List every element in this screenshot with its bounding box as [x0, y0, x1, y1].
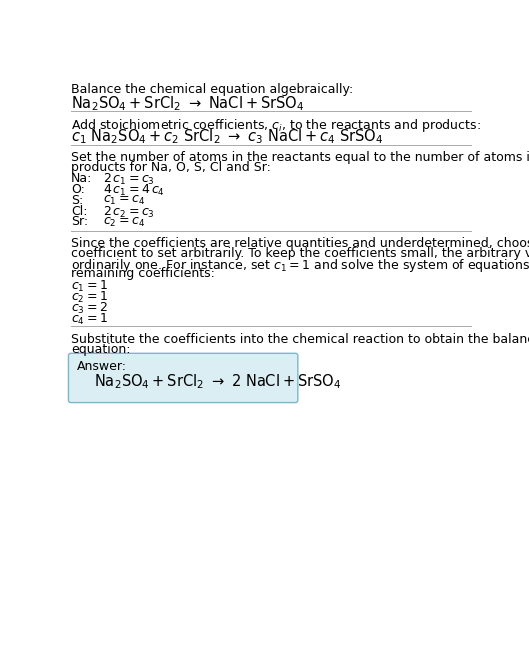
Text: $c_1 = c_4$: $c_1 = c_4$	[103, 194, 145, 207]
Text: $\mathregular{Na_2SO_4 + SrCl_2 \ {\rightarrow} \ 2\ NaCl + SrSO_4}$: $\mathregular{Na_2SO_4 + SrCl_2 \ {\righ…	[94, 373, 341, 391]
Text: $4\,c_1 = 4\,c_4$: $4\,c_1 = 4\,c_4$	[103, 183, 165, 198]
Text: O:: O:	[71, 183, 85, 196]
Text: $c_4 = 1$: $c_4 = 1$	[71, 312, 108, 327]
Text: $\mathregular{Na_2SO_4 + SrCl_2 \ {\rightarrow} \ NaCl + SrSO_4}$: $\mathregular{Na_2SO_4 + SrCl_2 \ {\righ…	[71, 94, 304, 113]
Text: Sr:: Sr:	[71, 215, 88, 228]
Text: equation:: equation:	[71, 342, 130, 355]
Text: Answer:: Answer:	[77, 360, 127, 373]
Text: ordinarily one. For instance, set $c_1 = 1$ and solve the system of equations fo: ordinarily one. For instance, set $c_1 =…	[71, 257, 529, 274]
Text: $c_2 = c_4$: $c_2 = c_4$	[103, 215, 145, 228]
Text: $c_2 = 1$: $c_2 = 1$	[71, 290, 108, 305]
Text: $c_3 = 2$: $c_3 = 2$	[71, 301, 107, 316]
Text: Substitute the coefficients into the chemical reaction to obtain the balanced: Substitute the coefficients into the che…	[71, 333, 529, 345]
FancyBboxPatch shape	[68, 353, 298, 402]
Text: Add stoichiometric coefficients, $c_i$, to the reactants and products:: Add stoichiometric coefficients, $c_i$, …	[71, 117, 480, 134]
Text: S:: S:	[71, 194, 83, 207]
Text: Na:: Na:	[71, 172, 92, 185]
Text: $c_1\ \mathregular{Na_2SO_4} + c_2\ \mathregular{SrCl_2}\ {\rightarrow}\ c_3\ \m: $c_1\ \mathregular{Na_2SO_4} + c_2\ \mat…	[71, 127, 383, 146]
Text: coefficient to set arbitrarily. To keep the coefficients small, the arbitrary va: coefficient to set arbitrarily. To keep …	[71, 247, 529, 260]
Text: Since the coefficients are relative quantities and underdetermined, choose a: Since the coefficients are relative quan…	[71, 237, 529, 250]
Text: remaining coefficients:: remaining coefficients:	[71, 267, 215, 280]
Text: $2\,c_2 = c_3$: $2\,c_2 = c_3$	[103, 204, 155, 220]
Text: $c_1 = 1$: $c_1 = 1$	[71, 280, 108, 294]
Text: Cl:: Cl:	[71, 204, 87, 217]
Text: Set the number of atoms in the reactants equal to the number of atoms in the: Set the number of atoms in the reactants…	[71, 151, 529, 164]
Text: $2\,c_1 = c_3$: $2\,c_1 = c_3$	[103, 172, 155, 188]
Text: products for Na, O, S, Cl and Sr:: products for Na, O, S, Cl and Sr:	[71, 161, 271, 174]
Text: Balance the chemical equation algebraically:: Balance the chemical equation algebraica…	[71, 83, 353, 96]
